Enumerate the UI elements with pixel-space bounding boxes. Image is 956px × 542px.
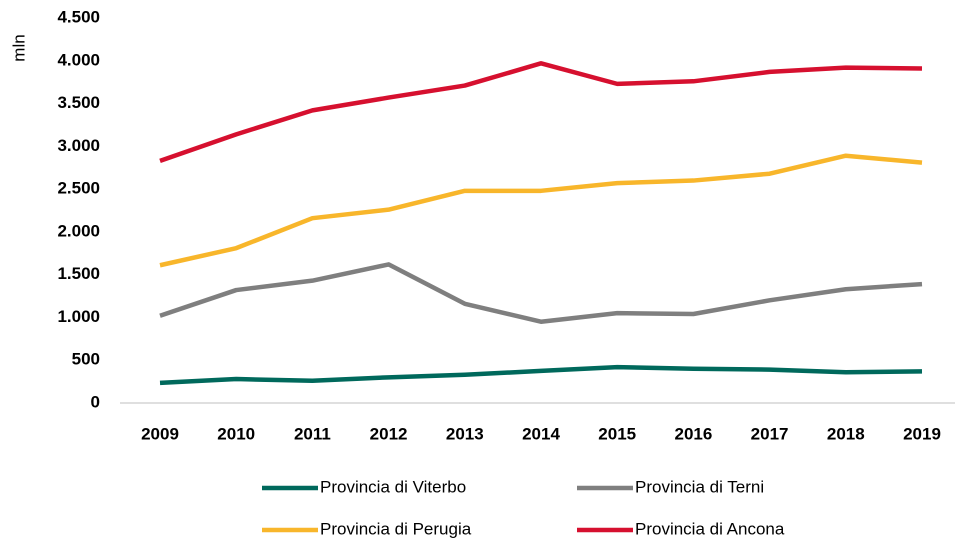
x-tick-label: 2019	[903, 424, 941, 443]
y-tick-label: 500	[72, 350, 100, 369]
legend-label: Provincia di Viterbo	[320, 477, 466, 496]
x-tick-label: 2009	[141, 424, 179, 443]
x-tick-label: 2016	[674, 424, 712, 443]
x-tick-label: 2014	[522, 424, 560, 443]
x-tick-label: 2012	[370, 424, 408, 443]
x-tick-label: 2013	[446, 424, 484, 443]
y-axis-label: mln	[9, 34, 28, 61]
y-tick-label: 4.000	[57, 50, 100, 69]
legend-label: Provincia di Perugia	[320, 519, 472, 538]
y-tick-label: 1.000	[57, 307, 100, 326]
series-line	[159, 364, 923, 386]
y-tick-label: 1.500	[57, 264, 100, 283]
y-tick-label: 3.500	[57, 93, 100, 112]
y-tick-label: 2.000	[57, 221, 100, 240]
legend-label: Provincia di Terni	[635, 477, 764, 496]
x-tick-label: 2011	[294, 424, 331, 443]
y-tick-label: 2.500	[57, 179, 100, 198]
series-line	[159, 61, 923, 164]
x-tick-label: 2015	[598, 424, 636, 443]
y-tick-label: 3.000	[57, 136, 100, 155]
series-line	[159, 153, 923, 268]
y-tick-label: 0	[91, 392, 100, 411]
series-line	[159, 262, 923, 324]
y-tick-label: 4.500	[57, 7, 100, 26]
x-tick-label: 2018	[827, 424, 865, 443]
x-tick-label: 2010	[217, 424, 255, 443]
legend-label: Provincia di Ancona	[635, 519, 785, 538]
x-tick-label: 2017	[751, 424, 789, 443]
